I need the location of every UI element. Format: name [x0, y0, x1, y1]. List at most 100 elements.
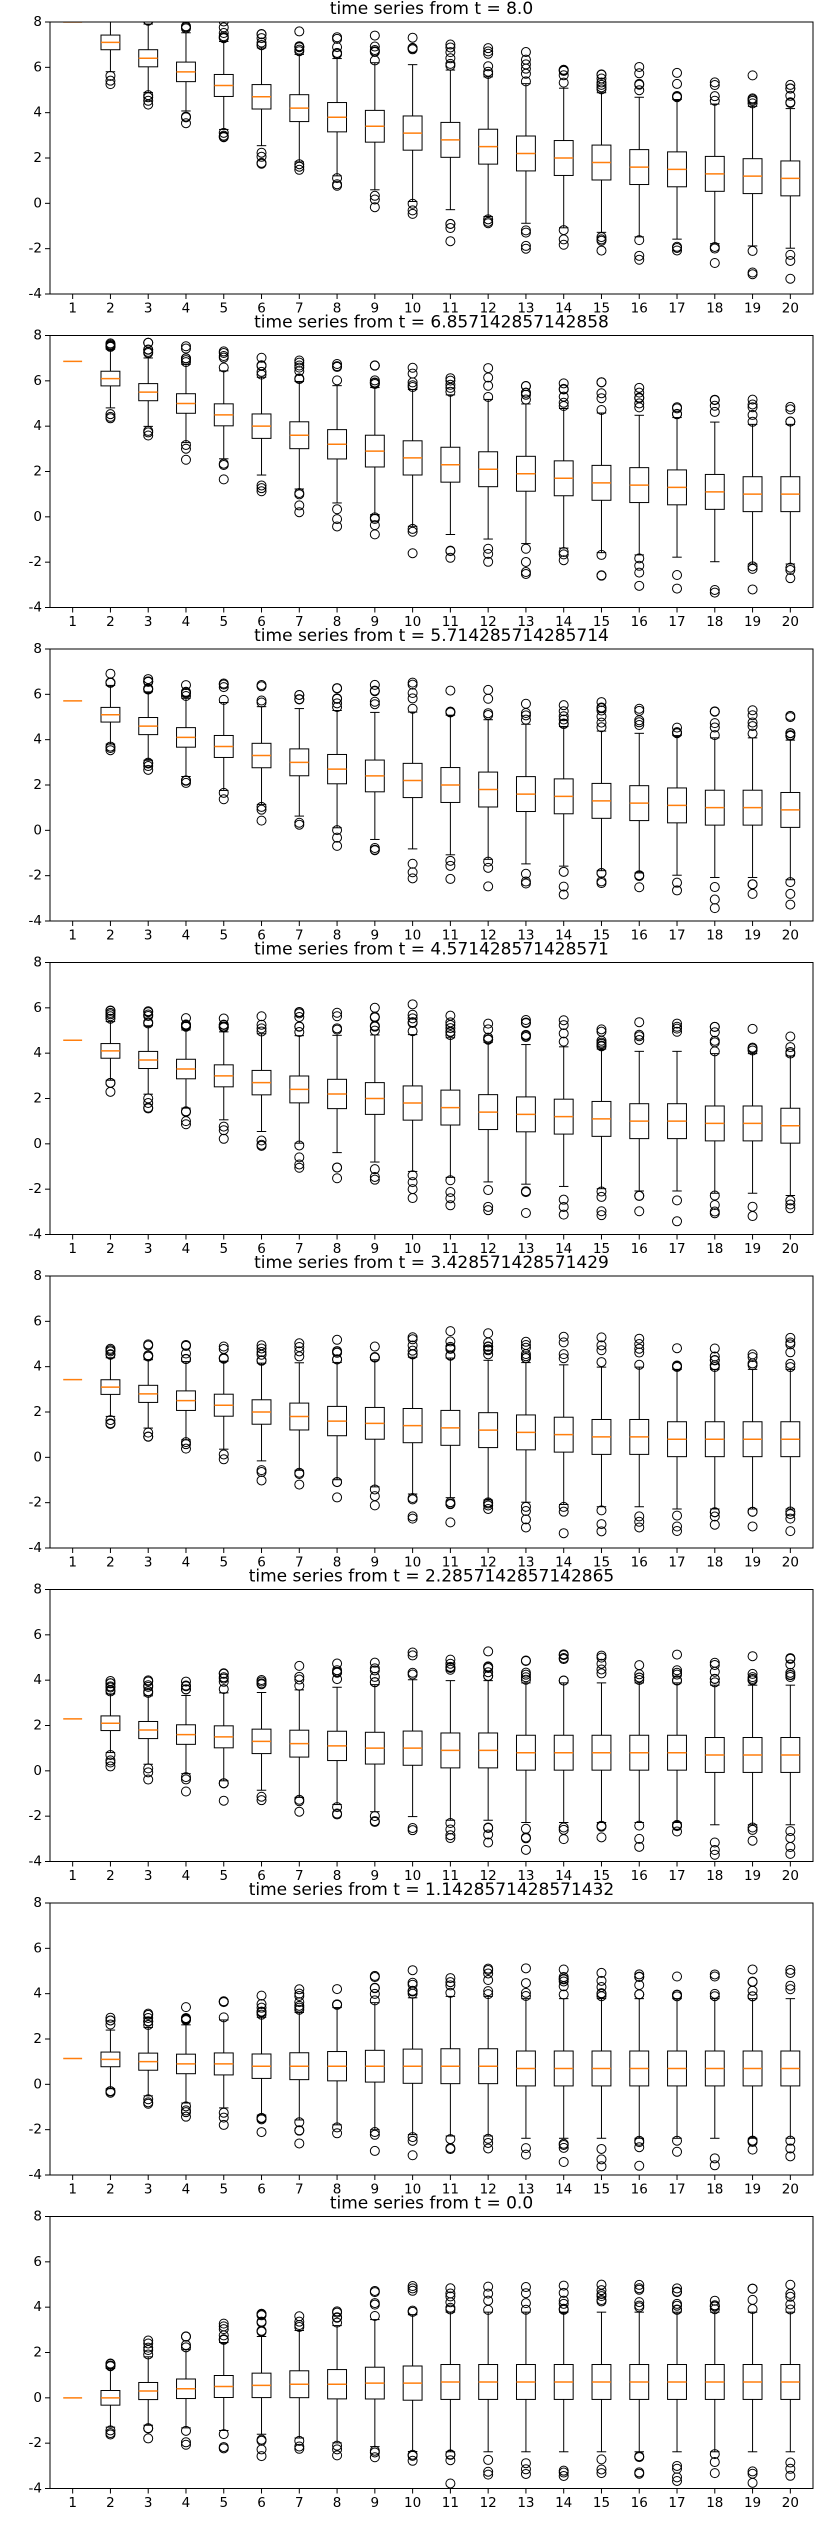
- x-tick-label: 16: [631, 2495, 648, 2511]
- outlier-point: [634, 1672, 645, 1683]
- outlier-point: [256, 158, 267, 169]
- outlier-point: [520, 567, 531, 578]
- outlier-point: [445, 379, 456, 390]
- outlier-point: [332, 1492, 343, 1503]
- outlier-point: [634, 1660, 645, 1671]
- outlier-point: [407, 2132, 418, 2143]
- x-tick-label: 13: [517, 2182, 534, 2198]
- outlier-point: [672, 2135, 683, 2146]
- outlier-point: [143, 1339, 154, 1350]
- outlier-point: [785, 255, 796, 266]
- outlier-point: [785, 1832, 796, 1843]
- outlier-point: [785, 1669, 796, 1680]
- y-tick-label: -2: [29, 868, 42, 884]
- outlier-point: [483, 1646, 494, 1657]
- outlier-point: [445, 1175, 456, 1186]
- outlier-point: [445, 2478, 456, 2489]
- outlier-point: [294, 1007, 305, 1018]
- outlier-point: [256, 29, 267, 40]
- outlier-point: [785, 1358, 796, 1369]
- outlier-point: [634, 2297, 645, 2308]
- outlier-point: [218, 787, 229, 798]
- outlier-point: [143, 676, 154, 687]
- outlier-point: [332, 1477, 343, 1488]
- outlier-point: [256, 1475, 267, 1486]
- outlier-point: [520, 1017, 531, 1028]
- outlier-point: [596, 404, 607, 415]
- outlier-point: [709, 1991, 720, 2002]
- outlier-point: [672, 1669, 683, 1680]
- outlier-point: [596, 1332, 607, 1343]
- outlier-point: [483, 372, 494, 383]
- outlier-point: [709, 706, 720, 717]
- outlier-point: [218, 678, 229, 689]
- outlier-point: [672, 1026, 683, 1037]
- outlier-point: [180, 686, 191, 697]
- outlier-point: [558, 555, 569, 566]
- outlier-point: [709, 400, 720, 411]
- outlier-point: [634, 1989, 645, 2000]
- outlier-point: [672, 2304, 683, 2315]
- outlier-point: [747, 1835, 758, 1846]
- outlier-point: [785, 404, 796, 415]
- outlier-point: [520, 387, 531, 398]
- outlier-point: [256, 2002, 267, 2013]
- outlier-point: [143, 2019, 154, 2030]
- outlier-point: [105, 70, 116, 81]
- x-tick-label: 14: [555, 1241, 572, 1257]
- outlier-point: [672, 67, 683, 78]
- x-tick-label: 13: [517, 2495, 534, 2511]
- outlier-point: [407, 858, 418, 869]
- x-tick-label: 11: [442, 928, 459, 944]
- outlier-point: [180, 1013, 191, 1024]
- outlier-point: [180, 341, 191, 352]
- outlier-point: [558, 1650, 569, 1661]
- outlier-point: [445, 1517, 456, 1528]
- y-tick-label: 2: [33, 777, 42, 793]
- y-tick-label: 2: [33, 2345, 42, 2361]
- outlier-point: [483, 214, 494, 225]
- outlier-point: [445, 39, 456, 50]
- outlier-point: [520, 1672, 531, 1683]
- x-tick-label: 2: [106, 2495, 115, 2511]
- outlier-point: [180, 1772, 191, 1783]
- outlier-point: [747, 561, 758, 572]
- outlier-point: [520, 878, 531, 889]
- outlier-point: [294, 1140, 305, 1151]
- outlier-point: [785, 79, 796, 90]
- outlier-point: [294, 2435, 305, 2446]
- outlier-point: [558, 2156, 569, 2167]
- outlier-point: [520, 1823, 531, 1834]
- outlier-point: [709, 77, 720, 88]
- y-tick-label: 0: [33, 195, 42, 211]
- outlier-point: [407, 1009, 418, 1020]
- outlier-point: [143, 430, 154, 441]
- outlier-point: [634, 79, 645, 90]
- outlier-point: [445, 1023, 456, 1034]
- outlier-point: [294, 817, 305, 828]
- outlier-point: [709, 1507, 720, 1518]
- outlier-point: [520, 1844, 531, 1855]
- outlier-point: [256, 1990, 267, 2001]
- x-tick-label: 8: [333, 2495, 342, 2511]
- outlier-point: [483, 1503, 494, 1514]
- outlier-point: [747, 95, 758, 106]
- outlier-point: [256, 2317, 267, 2328]
- outlier-point: [672, 1971, 683, 1982]
- y-tick-label: 6: [33, 1000, 42, 1016]
- outlier-point: [407, 1177, 418, 1188]
- outlier-point: [445, 1664, 456, 1675]
- outlier-point: [445, 53, 456, 64]
- outlier-point: [634, 1841, 645, 1852]
- outlier-point: [672, 1195, 683, 1206]
- y-tick-label: 4: [33, 1986, 42, 2002]
- outlier-point: [558, 65, 569, 76]
- outlier-point: [709, 2449, 720, 2460]
- outlier-point: [709, 95, 720, 106]
- plot-area: [63, 337, 801, 598]
- y-tick-label: 0: [33, 2390, 42, 2406]
- outlier-point: [369, 843, 380, 854]
- outlier-point: [558, 70, 569, 81]
- outlier-point: [558, 397, 569, 408]
